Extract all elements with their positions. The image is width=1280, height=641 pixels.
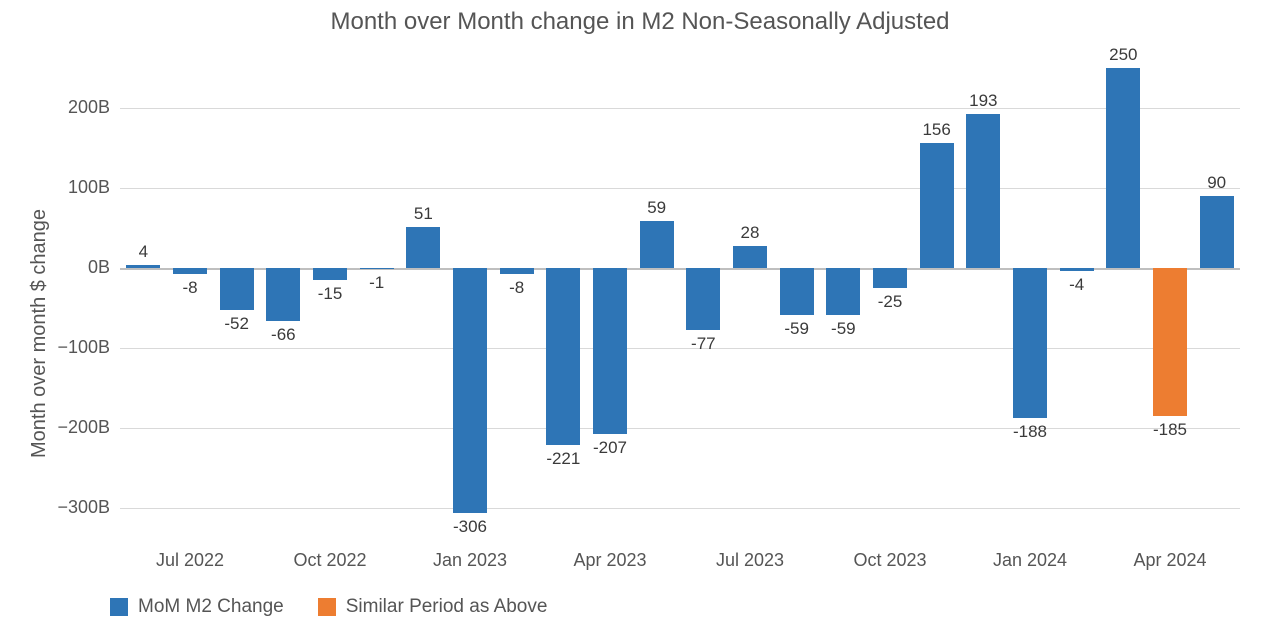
x-tick-label: Jul 2022 <box>130 550 250 571</box>
bar-value-label: -207 <box>580 438 640 458</box>
x-tick-label: Oct 2022 <box>270 550 390 571</box>
bar <box>826 268 860 315</box>
bar <box>1153 268 1187 416</box>
bar-value-label: 4 <box>113 242 173 262</box>
plot-area: 4-8-52-66-15-151-306-8-221-20759-7728-59… <box>120 60 1240 540</box>
bar-value-label: 156 <box>907 120 967 140</box>
bar <box>173 268 207 274</box>
bar <box>406 227 440 268</box>
x-tick-label: Jan 2024 <box>970 550 1090 571</box>
bar <box>873 268 907 288</box>
bar <box>546 268 580 445</box>
bar-value-label: -77 <box>673 334 733 354</box>
legend-swatch <box>318 598 336 616</box>
bar <box>360 268 394 269</box>
legend-swatch <box>110 598 128 616</box>
legend-item: MoM M2 Change <box>110 596 284 618</box>
bar <box>313 268 347 280</box>
y-tick-label: 200B <box>40 97 110 118</box>
bar <box>686 268 720 330</box>
gridline <box>120 508 1240 509</box>
bar-value-label: 59 <box>627 198 687 218</box>
x-tick-label: Apr 2023 <box>550 550 670 571</box>
chart-title: Month over Month change in M2 Non-Season… <box>0 8 1280 36</box>
gridline <box>120 188 1240 189</box>
bar <box>1106 68 1140 268</box>
bar-value-label: 28 <box>720 223 780 243</box>
bar-value-label: -8 <box>160 278 220 298</box>
x-tick-label: Apr 2024 <box>1110 550 1230 571</box>
x-tick-label: Oct 2023 <box>830 550 950 571</box>
bar-value-label: -1 <box>347 273 407 293</box>
bar <box>966 114 1000 268</box>
gridline <box>120 108 1240 109</box>
legend-label: MoM M2 Change <box>138 596 284 618</box>
bar <box>453 268 487 513</box>
gridline <box>120 428 1240 429</box>
bar <box>220 268 254 310</box>
legend: MoM M2 Change Similar Period as Above <box>110 596 547 618</box>
legend-label: Similar Period as Above <box>346 596 548 618</box>
bar <box>920 143 954 268</box>
legend-item: Similar Period as Above <box>318 596 548 618</box>
bar <box>266 268 300 321</box>
x-tick-label: Jan 2023 <box>410 550 530 571</box>
bar <box>1060 268 1094 271</box>
bar <box>126 265 160 268</box>
bar <box>593 268 627 434</box>
bar-value-label: -8 <box>487 278 547 298</box>
bar-value-label: -4 <box>1047 275 1107 295</box>
x-tick-label: Jul 2023 <box>690 550 810 571</box>
bar <box>1013 268 1047 418</box>
bar-value-label: -59 <box>813 319 873 339</box>
bar <box>1200 196 1234 268</box>
bar-value-label: 250 <box>1093 45 1153 65</box>
bar-value-label: 193 <box>953 91 1013 111</box>
y-tick-label: −100B <box>40 337 110 358</box>
bar-value-label: -185 <box>1140 420 1200 440</box>
y-tick-label: −200B <box>40 417 110 438</box>
bar <box>780 268 814 315</box>
chart-container: Month over Month change in M2 Non-Season… <box>0 0 1280 641</box>
y-tick-label: −300B <box>40 497 110 518</box>
bar-value-label: -25 <box>860 292 920 312</box>
bar-value-label: -66 <box>253 325 313 345</box>
bar-value-label: 90 <box>1187 173 1247 193</box>
bar <box>640 221 674 268</box>
bar <box>733 246 767 268</box>
bar-value-label: -188 <box>1000 422 1060 442</box>
bar <box>500 268 534 274</box>
bar-value-label: -306 <box>440 517 500 537</box>
bar-value-label: 51 <box>393 204 453 224</box>
y-tick-label: 100B <box>40 177 110 198</box>
y-tick-label: 0B <box>40 257 110 278</box>
